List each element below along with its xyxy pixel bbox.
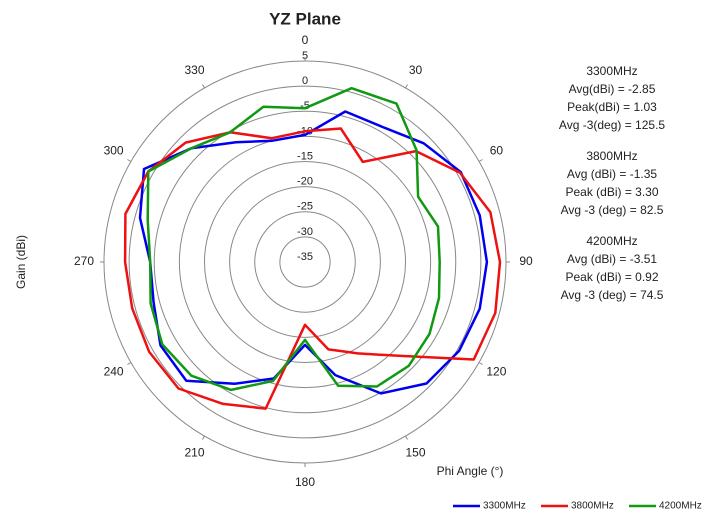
theta-tick — [478, 362, 483, 365]
theta-tick — [127, 362, 132, 365]
theta-tick-label: 240 — [104, 365, 124, 379]
theta-tick-label: 270 — [74, 254, 94, 268]
grid-ring — [254, 211, 356, 313]
theta-tick — [202, 84, 205, 89]
theta-tick-label: 120 — [486, 365, 506, 379]
theta-tick — [405, 84, 408, 89]
r-tick-label: -25 — [297, 201, 313, 213]
grid-ring — [153, 110, 457, 414]
annotation-title: 4200MHz — [586, 234, 637, 248]
annotation-line: Avg(dBi) = -2.85 — [569, 82, 656, 96]
theta-tick-label: 180 — [295, 475, 315, 489]
theta-tick-label: 90 — [519, 254, 533, 268]
annotation-title: 3300MHz — [586, 64, 637, 78]
theta-tick — [202, 435, 205, 440]
chart-title: YZ Plane — [269, 9, 341, 28]
legend-label: 3300MHz — [483, 501, 526, 512]
grid-ring — [128, 85, 482, 439]
annotation-line: Peak (dBi) = 0.92 — [565, 270, 658, 284]
y-axis-title: Gain (dBi) — [14, 235, 28, 289]
legend-label: 3800MHz — [571, 501, 614, 512]
theta-tick-label: 300 — [104, 144, 124, 158]
grid-ring — [229, 186, 381, 338]
annotation-title: 3800MHz — [586, 149, 637, 163]
r-tick-label: 5 — [302, 50, 308, 62]
annotation-line: Avg -3 (deg) = 82.5 — [561, 203, 664, 217]
grid-ring — [178, 135, 432, 389]
theta-tick-label: 0 — [302, 33, 309, 47]
grid-ring — [279, 236, 331, 288]
r-tick-label: 0 — [302, 75, 308, 87]
theta-tick-label: 30 — [409, 63, 423, 77]
annotation-line: Avg (dBi) = -3.51 — [567, 252, 657, 266]
series-line — [146, 86, 441, 392]
theta-tick — [405, 435, 408, 440]
theta-tick-label: 150 — [405, 446, 425, 460]
theta-tick-label: 210 — [184, 446, 204, 460]
annotation-line: Avg -3(deg) = 125.5 — [559, 118, 666, 132]
annotation-line: Avg -3 (deg) = 74.5 — [561, 288, 664, 302]
theta-tick — [127, 159, 132, 162]
r-tick-label: -35 — [297, 251, 313, 263]
annotation-line: Peak (dBi) = 3.30 — [565, 185, 658, 199]
grid-ring — [204, 161, 406, 363]
annotation-line: Peak(dBi) = 1.03 — [567, 100, 657, 114]
r-tick-label: -20 — [297, 176, 313, 188]
legend-label: 4200MHz — [659, 501, 702, 512]
theta-tick-label: 60 — [490, 144, 504, 158]
annotation-line: Avg (dBi) = -1.35 — [567, 167, 657, 181]
r-tick-label: -15 — [297, 150, 313, 162]
r-tick-label: -30 — [297, 226, 313, 238]
theta-tick — [478, 159, 483, 162]
theta-tick-label: 330 — [184, 63, 204, 77]
x-axis-title: Phi Angle (°) — [437, 464, 504, 478]
r-tick-label: -5 — [300, 100, 310, 112]
